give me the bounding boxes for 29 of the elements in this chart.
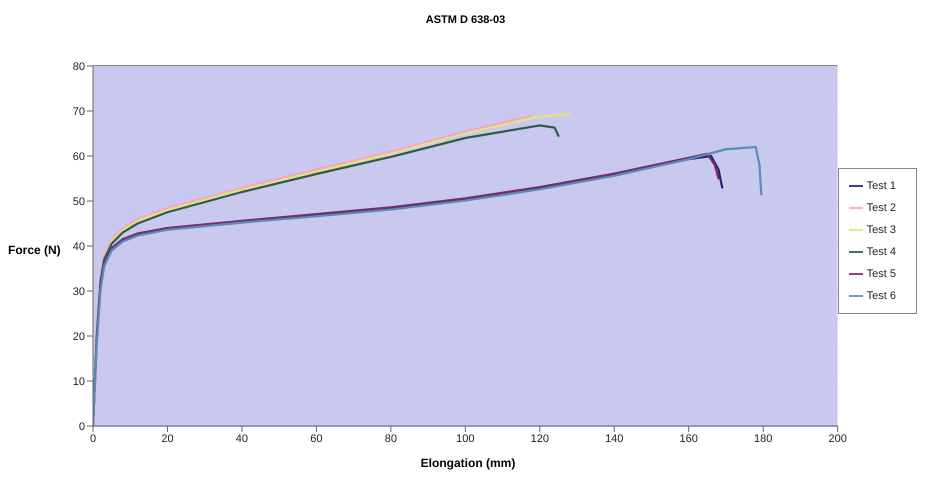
y-tick-label: 70 xyxy=(72,106,85,118)
x-tick-label: 100 xyxy=(456,432,474,445)
y-tick-label: 10 xyxy=(72,376,85,388)
y-tick-label: 50 xyxy=(72,196,85,208)
x-tick-label: 20 xyxy=(161,432,174,445)
x-tick-label: 180 xyxy=(754,432,772,445)
y-tick-label: 60 xyxy=(72,150,85,163)
x-tick-label: 40 xyxy=(236,432,248,445)
x-tick-label: 60 xyxy=(310,432,323,445)
legend-label: Test 6 xyxy=(866,290,896,302)
y-tick-label: 20 xyxy=(72,330,85,343)
x-tick-label: 120 xyxy=(530,432,549,445)
legend-label: Test 1 xyxy=(866,180,896,192)
chart-title: ASTM D 638-03 xyxy=(424,13,506,26)
x-tick-label: 160 xyxy=(680,432,698,445)
legend-label: Test 4 xyxy=(866,246,896,258)
y-tick-label: 40 xyxy=(72,240,85,253)
x-tick-label: 140 xyxy=(605,432,624,445)
y-tick-label: 0 xyxy=(78,420,85,433)
x-tick-label: 80 xyxy=(384,432,397,445)
x-axis-title: Elongation (mm) xyxy=(420,456,516,470)
y-tick-label: 80 xyxy=(72,60,85,73)
x-tick-label: 200 xyxy=(828,432,847,445)
legend-label: Test 3 xyxy=(866,224,896,236)
x-tick-label: 0 xyxy=(90,432,96,445)
y-tick-label: 30 xyxy=(72,286,85,298)
legend-label: Test 5 xyxy=(866,268,896,280)
y-axis-title: Force (N) xyxy=(8,243,61,257)
legend-label: Test 2 xyxy=(866,202,896,214)
